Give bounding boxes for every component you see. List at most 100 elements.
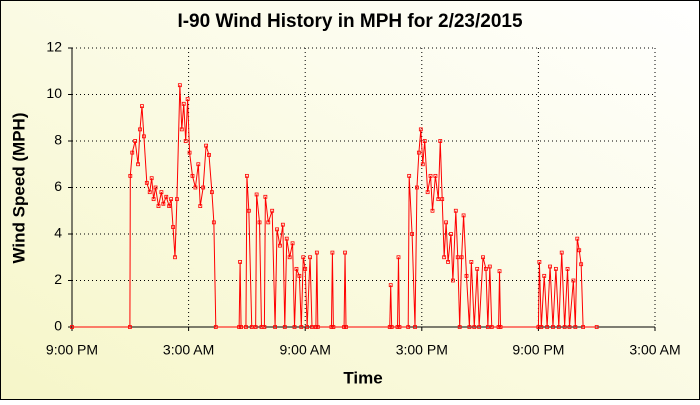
data-point	[436, 197, 441, 202]
data-point	[303, 266, 308, 271]
chart-title: I-90 Wind History in MPH for 2/23/2015	[177, 11, 523, 32]
data-point	[254, 192, 259, 197]
x-axis-label: Time	[343, 368, 382, 387]
data-point	[185, 97, 190, 102]
data-point	[246, 208, 251, 213]
data-point	[567, 325, 572, 329]
data-point	[407, 173, 412, 178]
y-tick-label: 8	[54, 132, 62, 148]
data-point	[282, 325, 287, 329]
data-point	[571, 278, 576, 283]
data-point	[397, 325, 402, 329]
data-point	[413, 325, 417, 329]
data-point	[331, 325, 336, 329]
data-point	[406, 325, 411, 329]
data-point	[211, 220, 216, 225]
data-point	[548, 264, 552, 269]
data-point	[562, 325, 567, 329]
data-point	[579, 262, 584, 267]
data-point	[287, 255, 292, 260]
y-tick-label: 4	[54, 225, 62, 241]
data-point	[130, 150, 135, 155]
x-tick-label: 3:00 PM	[396, 342, 448, 358]
data-point	[457, 325, 462, 329]
data-point	[343, 250, 347, 255]
y-axis-label: Wind Speed (MPH)	[9, 113, 28, 264]
data-point	[198, 204, 203, 209]
data-point	[280, 222, 285, 227]
data-point	[487, 264, 492, 269]
data-point	[128, 173, 133, 178]
data-point	[244, 173, 249, 178]
data-point	[469, 259, 474, 264]
data-point	[253, 325, 258, 329]
data-point	[301, 255, 306, 260]
data-point	[415, 185, 419, 190]
data-point	[190, 173, 195, 178]
data-point	[314, 250, 319, 255]
data-point	[459, 255, 464, 260]
data-point	[297, 273, 302, 278]
data-point	[497, 269, 502, 274]
data-point	[484, 266, 488, 271]
data-point	[278, 243, 282, 248]
data-point	[175, 197, 179, 202]
data-point	[498, 325, 503, 329]
data-point	[147, 190, 152, 195]
data-point	[444, 220, 448, 225]
data-point	[553, 266, 558, 271]
x-tick-label: 9:00 AM	[280, 342, 331, 358]
data-point	[475, 266, 480, 271]
data-point	[136, 162, 140, 167]
data-point	[153, 185, 158, 190]
data-point	[422, 139, 427, 143]
data-point	[299, 325, 304, 329]
data-point	[453, 208, 458, 213]
data-point	[442, 255, 447, 260]
data-point	[551, 325, 555, 329]
data-point	[249, 325, 254, 329]
data-point	[149, 176, 154, 181]
data-point	[449, 232, 453, 236]
data-point	[342, 325, 346, 329]
data-point	[207, 153, 211, 157]
data-point	[440, 197, 445, 202]
data-point	[171, 225, 175, 229]
data-point	[305, 325, 310, 329]
data-point	[594, 325, 599, 329]
data-point	[395, 325, 400, 329]
data-point	[581, 325, 585, 329]
data-point	[430, 208, 435, 213]
data-point	[308, 255, 312, 260]
data-point	[330, 250, 335, 255]
data-point	[545, 325, 550, 329]
x-tick-label: 9:00 PM	[46, 342, 98, 358]
data-point	[244, 325, 248, 329]
data-point	[446, 259, 450, 264]
data-point	[344, 325, 348, 329]
data-point	[455, 255, 460, 260]
x-tick-label: 9:00 PM	[512, 342, 564, 358]
data-point	[559, 250, 564, 255]
data-point	[70, 325, 74, 329]
data-point	[418, 127, 423, 132]
data-point	[464, 273, 469, 278]
data-point	[177, 83, 182, 88]
data-point	[151, 197, 156, 202]
data-point	[542, 273, 547, 278]
data-point	[420, 162, 425, 167]
data-point	[489, 325, 494, 329]
data-point	[204, 143, 208, 148]
data-point	[284, 236, 289, 241]
data-point	[183, 139, 188, 143]
data-point	[292, 325, 297, 329]
data-point	[159, 190, 164, 195]
data-point	[565, 266, 570, 271]
data-point	[461, 213, 466, 218]
data-point	[577, 248, 582, 253]
data-point	[573, 325, 578, 329]
data-point	[389, 325, 394, 329]
